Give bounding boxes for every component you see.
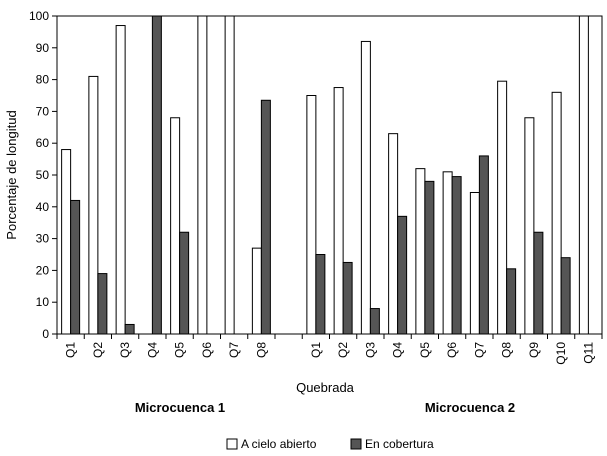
y-tick-label: 0 [42, 327, 49, 341]
y-tick-label: 40 [36, 200, 50, 214]
legend-label-a-cielo-abierto: A cielo abierto [241, 437, 317, 451]
bar-en-cobertura [533, 231, 544, 335]
bar-en-cobertura [397, 215, 408, 335]
y-tick-label: 70 [36, 104, 50, 118]
bar-en-cobertura [70, 199, 81, 335]
y-tick-label: 60 [36, 136, 50, 150]
bar-en-cobertura [451, 176, 462, 335]
bar-a-cielo-abierto [170, 117, 181, 335]
legend-swatch-en-cobertura [350, 438, 362, 450]
bar-en-cobertura [424, 180, 435, 335]
bar-en-cobertura [179, 231, 190, 335]
x-tick-label: Q7 [227, 342, 241, 358]
y-tick-label: 90 [36, 41, 50, 55]
bar-a-cielo-abierto [197, 15, 208, 335]
x-tick-label: Q5 [173, 342, 187, 358]
x-tick-label: Q7 [472, 342, 486, 358]
bar-a-cielo-abierto [306, 95, 317, 335]
y-tick-label: 80 [36, 73, 50, 87]
bar-en-cobertura [124, 323, 135, 335]
bar-a-cielo-abierto [442, 171, 453, 335]
legend-label-en-cobertura: En cobertura [365, 437, 434, 451]
x-axis-title: Quebrada [296, 380, 355, 395]
bar-a-cielo-abierto [88, 75, 99, 335]
x-tick-label: Q4 [145, 342, 159, 358]
x-tick-label: Q2 [91, 342, 105, 358]
x-tick-label: Q8 [254, 342, 268, 358]
x-tick-label: Q11 [581, 342, 595, 364]
y-axis-title: Porcentaje de longitud [4, 110, 19, 239]
bar-a-cielo-abierto [388, 133, 399, 335]
bar-a-cielo-abierto [333, 87, 344, 335]
group-label-microcuenca-1: Microcuenca 1 [135, 400, 225, 415]
x-tick-label: Q3 [118, 342, 132, 358]
plot-area: 0 10 20 30 40 50 60 70 80 90 100 Q1 Q2 Q3 Q4 Q5 Q6 Q7 Q8 Q1… [29, 9, 603, 365]
bar-en-cobertura [342, 261, 353, 335]
y-tick-label: 30 [36, 232, 50, 246]
bar-a-cielo-abierto [115, 25, 126, 335]
legend: A cielo abierto En cobertura [226, 437, 434, 451]
y-tick-label: 100 [29, 9, 49, 23]
bar-a-cielo-abierto [524, 117, 535, 335]
x-tick-label: Q2 [336, 342, 350, 358]
bar-a-cielo-abierto [415, 168, 426, 335]
bar-en-cobertura [151, 15, 162, 335]
bar-a-cielo-abierto [224, 15, 235, 335]
bar-a-cielo-abierto [61, 149, 72, 335]
plot-frame [56, 15, 603, 335]
bar-en-cobertura [97, 273, 108, 335]
bar-a-cielo-abierto [551, 91, 562, 335]
y-tick-label: 10 [36, 295, 50, 309]
bar-en-cobertura [478, 155, 489, 335]
x-tick-label: Q6 [200, 342, 214, 358]
bar-a-cielo-abierto [251, 247, 262, 335]
x-tick-label: Q9 [527, 342, 541, 358]
bar-a-cielo-abierto [360, 40, 371, 335]
x-tick-label: Q10 [554, 342, 568, 365]
x-tick-label: Q3 [363, 342, 377, 358]
bar-en-cobertura [369, 308, 380, 335]
bar-en-cobertura [560, 257, 571, 335]
x-tick-label: Q1 [64, 342, 78, 358]
group-label-microcuenca-2: Microcuenca 2 [425, 400, 515, 415]
bar-en-cobertura [506, 268, 517, 335]
x-tick-label: Q1 [309, 342, 323, 358]
bar-en-cobertura [315, 254, 326, 335]
y-tick-label: 50 [36, 168, 50, 182]
bar-a-cielo-abierto [469, 191, 480, 335]
y-tick-label: 20 [36, 263, 50, 277]
bar-a-cielo-abierto [578, 15, 589, 335]
x-tick-label: Q8 [500, 342, 514, 358]
bar-a-cielo-abierto [497, 80, 508, 335]
x-tick-label: Q6 [445, 342, 459, 358]
x-tick-label: Q4 [391, 342, 405, 358]
x-tick-label: Q5 [418, 342, 432, 358]
legend-swatch-a-cielo-abierto [226, 438, 238, 450]
bar-en-cobertura [260, 99, 271, 335]
